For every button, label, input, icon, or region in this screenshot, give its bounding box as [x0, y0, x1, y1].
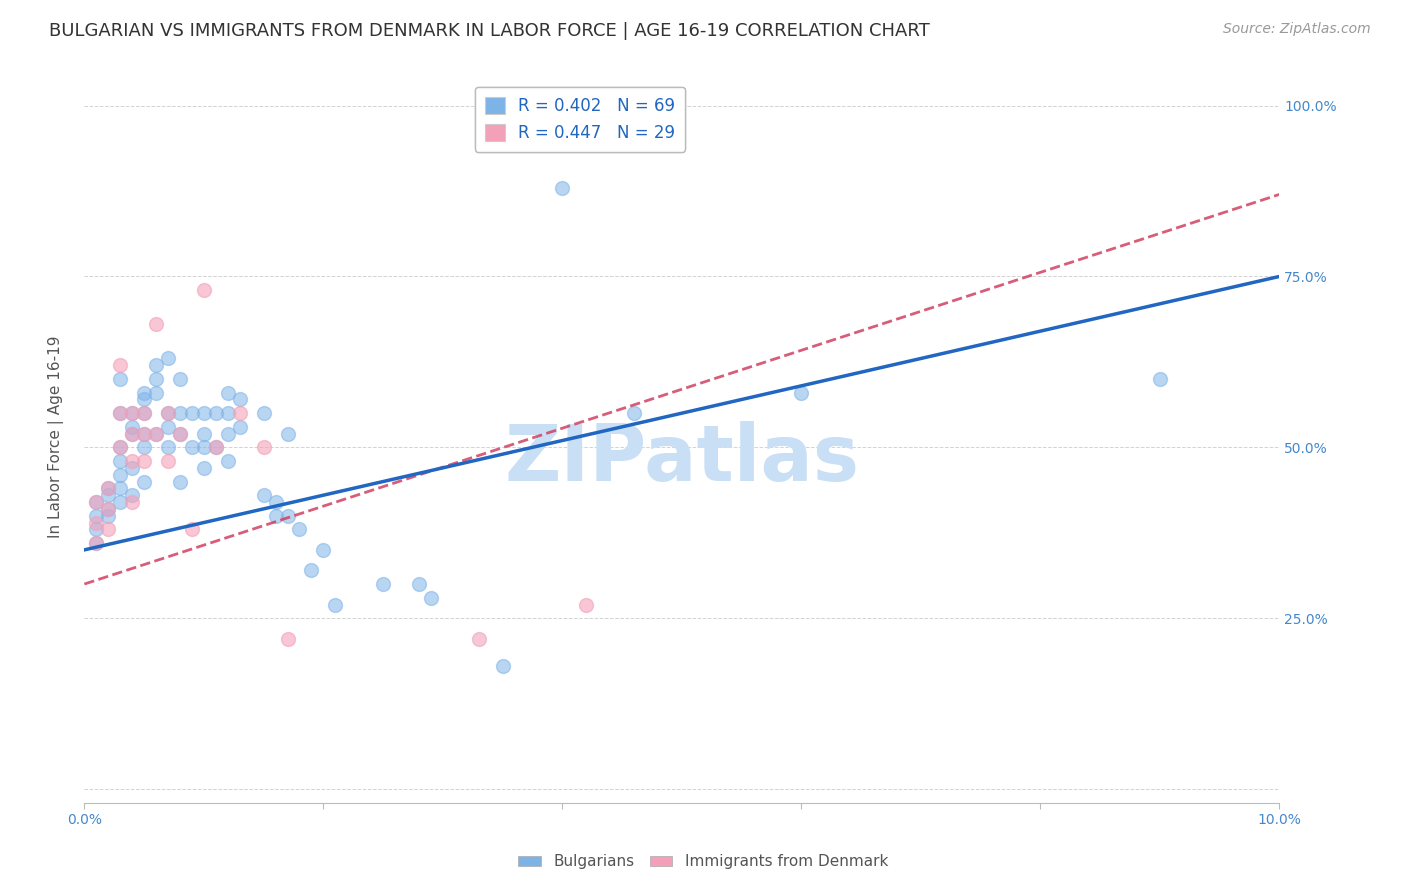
Legend: R = 0.402   N = 69, R = 0.447   N = 29: R = 0.402 N = 69, R = 0.447 N = 29 [475, 87, 686, 152]
Text: ZIPatlas: ZIPatlas [505, 421, 859, 497]
Y-axis label: In Labor Force | Age 16-19: In Labor Force | Age 16-19 [48, 335, 63, 539]
Legend: Bulgarians, Immigrants from Denmark: Bulgarians, Immigrants from Denmark [512, 848, 894, 875]
Text: BULGARIAN VS IMMIGRANTS FROM DENMARK IN LABOR FORCE | AGE 16-19 CORRELATION CHAR: BULGARIAN VS IMMIGRANTS FROM DENMARK IN … [49, 22, 929, 40]
Text: Source: ZipAtlas.com: Source: ZipAtlas.com [1223, 22, 1371, 37]
